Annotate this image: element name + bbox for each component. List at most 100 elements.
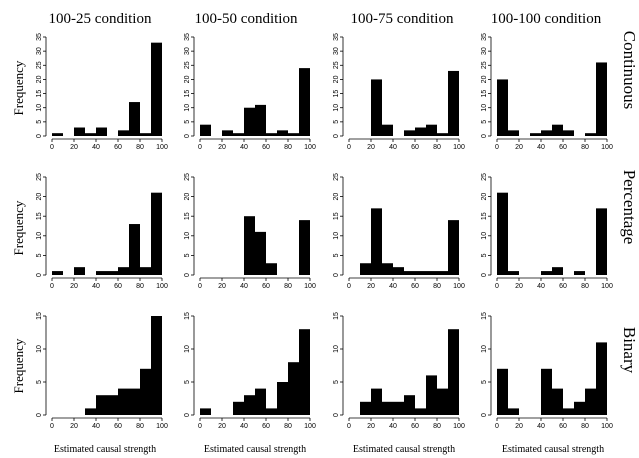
histogram-bar [140,369,151,415]
histogram-bar [508,408,519,415]
x-tick-label: 20 [70,423,78,430]
y-tick-label: 15 [36,212,43,220]
y-tick-label: 30 [36,47,43,55]
histogram-bar [118,389,129,415]
x-tick-label: 40 [92,423,100,430]
y-tick-label: 15 [333,212,340,220]
histogram-bar [541,130,552,136]
histogram-bar [277,130,288,136]
y-tick-label: 5 [481,380,488,384]
x-tick-label: 80 [581,283,589,290]
y-tick-label: 5 [184,253,191,257]
x-tick-label: 0 [198,423,202,430]
x-tick-label: 0 [495,144,499,151]
histogram-bar [497,193,508,275]
y-tick-label: 15 [36,90,43,98]
histogram-bar [96,128,107,136]
histogram-bar [437,389,448,415]
x-axis-label: Estimated causal strength [204,444,306,455]
histogram-bar [530,133,541,136]
x-tick-label: 40 [240,423,248,430]
y-tick-label: 15 [184,212,191,220]
y-tick-label: 0 [184,134,191,138]
histogram-bar [107,271,118,275]
x-tick-label: 20 [515,423,523,430]
histogram-bar [382,402,393,415]
histogram-bar [107,395,118,415]
y-tick-label: 25 [184,61,191,69]
x-tick-label: 80 [581,423,589,430]
y-tick-label: 5 [481,253,488,257]
histogram-bar [585,389,596,415]
x-tick-label: 60 [114,283,122,290]
y-tick-label: 15 [481,212,488,220]
y-tick-label: 0 [481,273,488,277]
column-title-1: 100-25 condition [49,11,152,27]
y-tick-label: 20 [481,193,488,201]
y-tick-label: 5 [36,380,43,384]
histogram-bar [299,68,310,136]
histogram-bar [563,130,574,136]
x-tick-label: 0 [347,144,351,151]
y-tick-label: 25 [36,173,43,181]
histogram-bar [404,395,415,415]
histogram-bar [129,389,140,415]
x-tick-label: 40 [389,423,397,430]
x-tick-label: 40 [537,283,545,290]
histogram-bar [118,267,129,275]
histogram-bar [288,133,299,136]
x-tick-label: 40 [389,283,397,290]
histogram-bar [541,271,552,275]
x-tick-label: 60 [262,423,270,430]
histogram-bar [233,402,244,415]
x-tick-label: 100 [601,144,613,151]
x-tick-label: 20 [515,283,523,290]
y-tick-label: 15 [333,90,340,98]
x-tick-label: 0 [198,144,202,151]
y-tick-label: 10 [184,345,191,353]
x-tick-label: 0 [347,283,351,290]
y-tick-label: 30 [481,47,488,55]
histogram-bar [393,402,404,415]
y-tick-label: 5 [333,253,340,257]
histogram-bar [222,130,233,136]
y-tick-label: 10 [36,104,43,112]
y-tick-label: 10 [333,345,340,353]
y-tick-label: 10 [481,345,488,353]
y-tick-label: 35 [184,33,191,41]
x-tick-label: 0 [198,283,202,290]
x-tick-label: 20 [70,144,78,151]
y-tick-label: 20 [333,193,340,201]
histogram-bar [596,208,607,275]
histogram-bar [563,408,574,415]
histogram-bar [497,369,508,415]
y-tick-label: 5 [481,120,488,124]
y-tick-label: 25 [333,61,340,69]
histogram-panel: 0 5 10 15 0 20 40 60 80 100 [481,312,613,430]
x-tick-label: 0 [50,283,54,290]
histogram-bar [266,133,277,136]
histogram-panel: 0 5 10 15 20 25 30 35 0 20 40 60 80 100 [36,33,168,151]
histogram-bar [404,271,415,275]
x-tick-label: 0 [495,423,499,430]
y-tick-label: 0 [36,134,43,138]
x-tick-label: 60 [114,423,122,430]
x-tick-label: 20 [218,283,226,290]
histogram-bar [596,342,607,415]
y-tick-label: 15 [184,90,191,98]
y-tick-label: 20 [333,75,340,83]
histogram-bar [552,389,563,415]
histogram-bar [415,271,426,275]
histogram-bar [299,220,310,275]
histogram-bar [244,395,255,415]
histogram-bar [140,133,151,136]
x-tick-label: 20 [70,283,78,290]
histogram-bar [415,408,426,415]
y-tick-label: 25 [481,61,488,69]
histogram-bar [255,232,266,275]
histogram-bar [508,271,519,275]
histogram-bar [52,133,63,136]
y-tick-label: 0 [36,273,43,277]
histogram-bar [360,402,371,415]
x-tick-label: 0 [495,283,499,290]
